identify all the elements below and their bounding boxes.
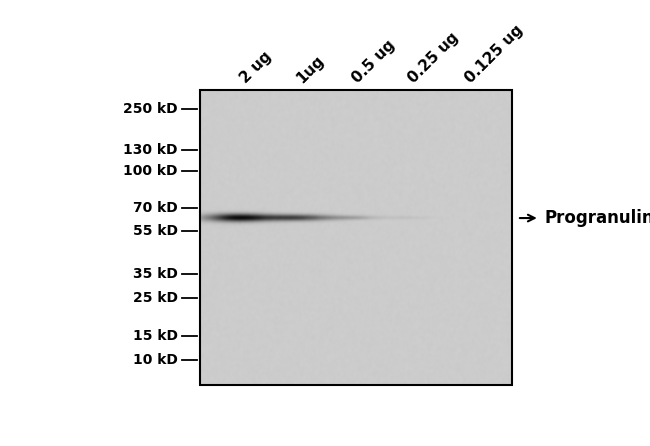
Text: 2 ug: 2 ug <box>237 49 274 86</box>
Text: 1ug: 1ug <box>293 53 327 86</box>
Text: 55 kD: 55 kD <box>133 224 178 238</box>
Text: 25 kD: 25 kD <box>133 291 178 305</box>
Text: 15 kD: 15 kD <box>133 329 178 343</box>
Text: 35 kD: 35 kD <box>133 267 178 281</box>
Text: 0.5 ug: 0.5 ug <box>350 37 398 86</box>
Text: 130 kD: 130 kD <box>124 143 178 157</box>
Text: 0.125 ug: 0.125 ug <box>462 22 526 86</box>
Text: Progranulin: Progranulin <box>545 209 650 227</box>
Text: 70 kD: 70 kD <box>133 201 178 215</box>
Text: 250 kD: 250 kD <box>124 102 178 116</box>
Text: 100 kD: 100 kD <box>124 164 178 178</box>
Bar <box>200 90 512 385</box>
Text: 10 kD: 10 kD <box>133 353 178 367</box>
Text: 0.25 ug: 0.25 ug <box>406 30 462 86</box>
